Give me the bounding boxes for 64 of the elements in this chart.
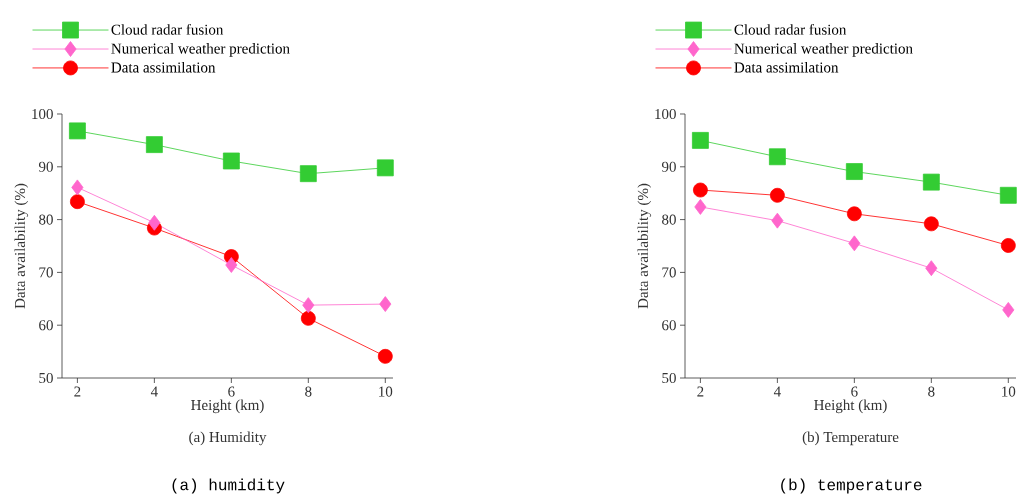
point xyxy=(377,348,393,364)
point xyxy=(145,136,163,154)
legend-label: Numerical weather prediction xyxy=(734,43,913,57)
x-tick-label: 2 xyxy=(697,386,704,397)
x-tick-label: 4 xyxy=(773,386,781,397)
text: (a) Humidity xyxy=(189,431,267,446)
x-tick-label: 10 xyxy=(379,386,393,397)
legend-label: Cloud radar fusion xyxy=(111,24,224,35)
point xyxy=(848,235,861,252)
point xyxy=(71,179,84,196)
point xyxy=(376,159,394,177)
point xyxy=(222,152,240,170)
point xyxy=(693,182,708,198)
point xyxy=(299,165,317,183)
legend-label: Numerical weather prediction xyxy=(111,43,290,57)
x-tick-label: 10 xyxy=(1002,386,1016,397)
legend-label: Cloud radar fusion xyxy=(734,24,847,35)
text: (b) Temperature xyxy=(802,431,899,446)
point xyxy=(694,199,707,215)
point xyxy=(70,194,85,210)
point xyxy=(999,186,1017,204)
point xyxy=(302,297,315,314)
point xyxy=(845,163,863,180)
text: (a) humidity xyxy=(172,478,285,494)
y-tick-label: 80 xyxy=(662,214,676,225)
y-tick-label: 90 xyxy=(661,161,676,172)
x-tick-label: 4 xyxy=(150,386,158,397)
x-tick-label: 2 xyxy=(74,386,81,397)
x-tick-label: 8 xyxy=(928,386,935,397)
point xyxy=(148,214,161,231)
y-tick-label: 50 xyxy=(39,372,53,384)
x-tick-label: 8 xyxy=(305,386,312,397)
y-axis-title: Data availability (%) xyxy=(14,183,29,309)
point xyxy=(922,173,940,191)
y-tick-label: 70 xyxy=(662,267,676,278)
point xyxy=(300,310,316,326)
point xyxy=(771,212,784,229)
y-tick-label: 50 xyxy=(662,372,676,384)
y-tick-label: 60 xyxy=(39,320,53,331)
x-tick-label: 6 xyxy=(228,386,235,397)
point xyxy=(768,148,786,166)
point xyxy=(1002,301,1015,318)
y-tick-label: 100 xyxy=(655,108,676,120)
point xyxy=(925,260,938,277)
point xyxy=(69,122,86,140)
x-axis-title: Height (km) xyxy=(191,399,264,414)
x-axis-title: Height (km) xyxy=(814,399,887,414)
point xyxy=(769,187,785,203)
text: (b) temperature xyxy=(781,478,922,494)
point xyxy=(846,206,862,222)
legend-label: Data assimilation xyxy=(734,61,839,73)
y-tick-label: 100 xyxy=(32,108,53,120)
y-tick-label: 60 xyxy=(662,320,676,331)
y-tick-label: 80 xyxy=(39,214,53,225)
y-tick-label: 70 xyxy=(39,267,53,278)
x-tick-label: 6 xyxy=(851,386,858,397)
y-tick-label: 90 xyxy=(38,161,53,172)
point xyxy=(1000,238,1016,253)
point xyxy=(923,216,939,232)
legend-label: Data assimilation xyxy=(111,61,216,73)
y-axis-title: Data availability (%) xyxy=(637,183,652,309)
point xyxy=(225,257,238,273)
point xyxy=(379,296,392,312)
point xyxy=(692,132,709,149)
